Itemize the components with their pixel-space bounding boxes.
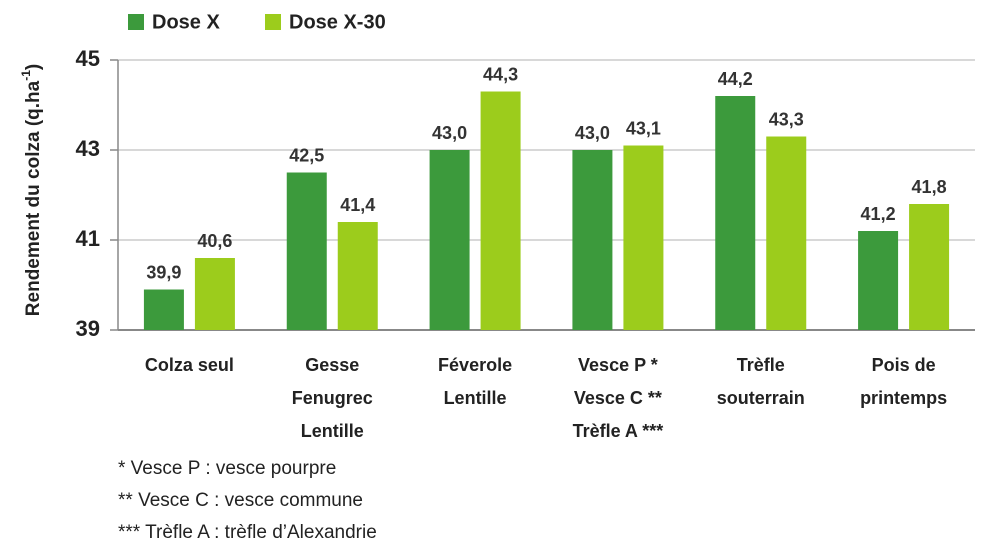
value-label: 43,0 <box>575 123 610 143</box>
bar <box>194 258 235 330</box>
y-label-sup: -1 <box>19 70 33 81</box>
value-label: 40,6 <box>197 231 232 251</box>
x-tick-label: printemps <box>860 388 947 408</box>
x-tick-label: souterrain <box>717 388 805 408</box>
y-axis-label: Rendement du colza (q.ha-1) <box>19 64 44 316</box>
value-label: 43,3 <box>769 109 804 129</box>
bar <box>480 91 521 330</box>
bar <box>143 289 184 330</box>
x-tick-label: Lentille <box>444 388 507 408</box>
legend-swatch <box>265 14 281 30</box>
footnote: * Vesce P : vesce pourpre <box>118 458 336 479</box>
value-label: 43,1 <box>626 118 661 138</box>
value-label: 43,0 <box>432 123 467 143</box>
y-tick-label: 41 <box>76 226 100 251</box>
y-label-text: ) <box>23 64 44 70</box>
bar <box>623 145 664 330</box>
footnote: *** Trèfle A : trèfle d’Alexandrie <box>118 522 377 543</box>
value-label: 39,9 <box>146 262 181 282</box>
x-tick-label: Vesce P * <box>578 355 658 375</box>
y-label-text: Rendement du colza (q.ha <box>23 80 44 316</box>
bar <box>858 231 899 330</box>
bar <box>715 96 756 330</box>
x-tick-label: Fenugrec <box>292 388 373 408</box>
legend-swatch <box>128 14 144 30</box>
bar <box>766 136 807 330</box>
value-label: 42,5 <box>289 145 324 165</box>
x-tick-label: Colza seul <box>145 355 234 375</box>
x-tick-label: Vesce C ** <box>574 388 662 408</box>
x-tick-label: Trèfle A *** <box>573 421 664 441</box>
legend-label: Dose X-30 <box>289 11 386 33</box>
bar <box>429 150 470 330</box>
bar <box>572 150 613 330</box>
bar <box>286 172 327 330</box>
x-tick-label: Pois de <box>872 355 936 375</box>
bar <box>909 204 950 330</box>
legend-label: Dose X <box>152 11 220 33</box>
x-tick-label: Trèfle <box>737 355 785 375</box>
bar <box>337 222 378 330</box>
x-tick-label: Féverole <box>438 355 512 375</box>
value-label: 44,3 <box>483 64 518 84</box>
x-tick-label: Gesse <box>305 355 359 375</box>
value-label: 41,4 <box>340 195 375 215</box>
value-label: 41,8 <box>912 177 947 197</box>
value-label: 41,2 <box>861 204 896 224</box>
y-tick-label: 43 <box>76 136 100 161</box>
x-tick-label: Lentille <box>301 421 364 441</box>
y-tick-label: 39 <box>76 316 100 341</box>
value-label: 44,2 <box>718 69 753 89</box>
y-tick-label: 45 <box>76 46 100 71</box>
footnote: ** Vesce C : vesce commune <box>118 490 363 511</box>
